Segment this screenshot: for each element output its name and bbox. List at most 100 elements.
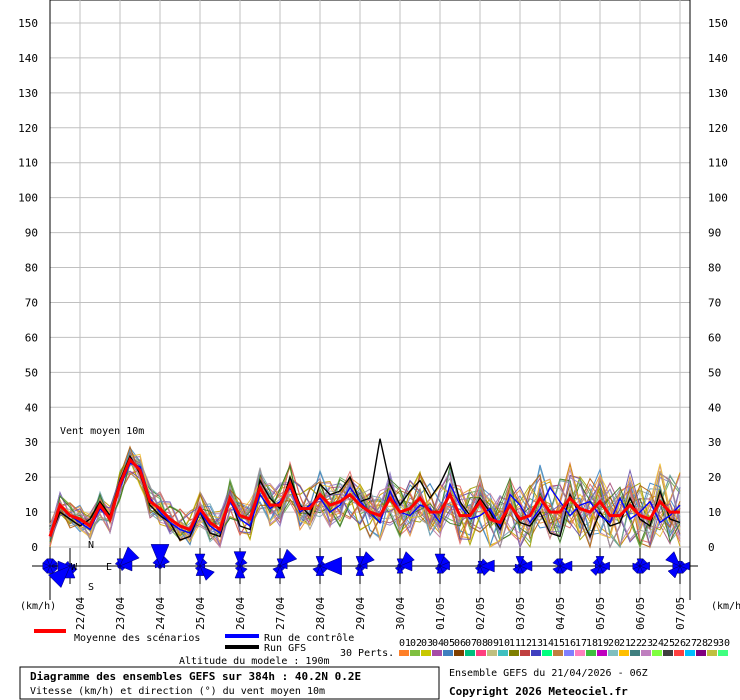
y-tick-right: 30 [708, 436, 721, 449]
member-code: 28 [696, 638, 708, 649]
member-legend: 0102030405060708091011121314151617181920… [399, 638, 730, 656]
y-tick-left: 110 [18, 157, 38, 170]
ensemble-member-line [49, 462, 681, 546]
member-code: 02 [410, 638, 422, 649]
x-date-label: 27/04 [274, 597, 287, 630]
y-tick-right: 80 [708, 262, 721, 275]
member-code: 16 [564, 638, 576, 649]
wind-rose [102, 546, 140, 584]
member-code: 03 [421, 638, 433, 649]
member-swatch [696, 650, 706, 656]
y-tick-left: 40 [25, 401, 38, 414]
member-code: 04 [432, 638, 444, 649]
member-code: 09 [487, 638, 499, 649]
x-date-label: 23/04 [114, 597, 127, 630]
rose-sector [552, 558, 561, 567]
rose-sector [152, 558, 161, 567]
chart-title: Vent moyen 10m [60, 426, 144, 437]
member-code: 17 [575, 638, 587, 649]
legend-gfs-label: Run GFS [264, 643, 306, 654]
member-code: 21 [619, 638, 631, 649]
x-date-label: 30/04 [394, 597, 407, 630]
compass-north: N [88, 540, 94, 551]
footer-box [19, 666, 440, 700]
member-code: 23 [641, 638, 653, 649]
y-axis-unit-right: (km/h) [711, 601, 740, 612]
x-date-label: 02/05 [474, 597, 487, 630]
wind-rose [342, 548, 378, 584]
ensemble-mean-line [48, 457, 680, 537]
x-date-label: 05/05 [594, 597, 607, 630]
rose-sector [279, 548, 298, 567]
y-tick-right: 100 [708, 192, 728, 205]
y-tick-right: 70 [708, 296, 721, 309]
y-tick-left: 120 [18, 122, 38, 135]
wind-rose [182, 548, 218, 584]
rose-sector [437, 563, 441, 567]
rose-sector [64, 560, 71, 567]
y-tick-right: 10 [708, 506, 721, 519]
member-code: 27 [685, 638, 697, 649]
y-tick-left: 10 [25, 506, 38, 519]
member-code: 22 [630, 638, 642, 649]
member-swatch [663, 650, 673, 656]
wind-rose [542, 548, 578, 584]
member-code: 20 [608, 638, 620, 649]
member-swatch [531, 650, 541, 656]
rose-sector [399, 560, 413, 572]
member-swatch [443, 650, 453, 656]
wind-rose [382, 548, 418, 584]
y-tick-left: 130 [18, 87, 38, 100]
member-code: 26 [674, 638, 686, 649]
y-tick-right: 140 [708, 52, 728, 65]
member-code: 14 [542, 638, 554, 649]
rose-sector [42, 558, 51, 567]
main-series [48, 438, 681, 541]
x-date-label: 03/05 [514, 597, 527, 630]
wind-rose [222, 548, 258, 584]
y-tick-right: 60 [708, 331, 721, 344]
footer-run-info: Ensemble GEFS du 21/04/2026 - 06Z [449, 668, 648, 679]
y-tick-left: 140 [18, 52, 38, 65]
y-axis-unit-left: (km/h) [20, 601, 56, 612]
x-axis-date-ticks: 22/04 23/04 24/04 25/04 26/04 27/04 28/04 29/04… [74, 597, 687, 630]
rose-sector [317, 563, 321, 567]
member-code: 12 [520, 638, 532, 649]
member-swatch [410, 650, 420, 656]
member-swatch [641, 650, 651, 656]
compass-west: W [71, 562, 78, 573]
wind-rose [262, 548, 298, 584]
member-swatch [487, 650, 497, 656]
legend-control-label: Run de contrôle [264, 632, 354, 644]
y-tick-left: 60 [25, 331, 38, 344]
altitude-label: Altitude du modele : 190m [179, 656, 330, 667]
footer-title: Diagramme des ensembles GEFS sur 384h : … [30, 670, 361, 683]
rose-sector [319, 556, 342, 576]
member-swatch [421, 650, 431, 656]
member-code: 13 [531, 638, 543, 649]
x-date-label: 25/04 [194, 597, 207, 630]
member-swatch [586, 650, 596, 656]
member-code: 19 [597, 638, 609, 649]
y-tick-left: 150 [18, 17, 38, 30]
rose-sector [272, 565, 281, 574]
member-swatch [597, 650, 607, 656]
member-code: 24 [652, 638, 664, 649]
rose-sector [634, 560, 641, 567]
rose-sector [277, 563, 281, 567]
y-tick-left: 90 [25, 227, 38, 240]
x-date-label: 24/04 [154, 597, 167, 630]
rose-sector [194, 560, 201, 567]
member-swatch [608, 650, 618, 656]
wind-rose [142, 544, 178, 584]
x-date-label: 06/05 [634, 597, 647, 630]
member-swatch [432, 650, 442, 656]
member-code: 05 [443, 638, 455, 649]
member-swatch [575, 650, 585, 656]
member-swatch [564, 650, 574, 656]
compass-south: S [88, 582, 94, 593]
y-tick-right: 20 [708, 471, 721, 484]
footer-copyright: Copyright 2026 Meteociel.fr [449, 685, 628, 698]
footer-subtitle: Vitesse (km/h) et direction (°) du vent … [30, 686, 325, 697]
rose-sector [119, 560, 133, 572]
